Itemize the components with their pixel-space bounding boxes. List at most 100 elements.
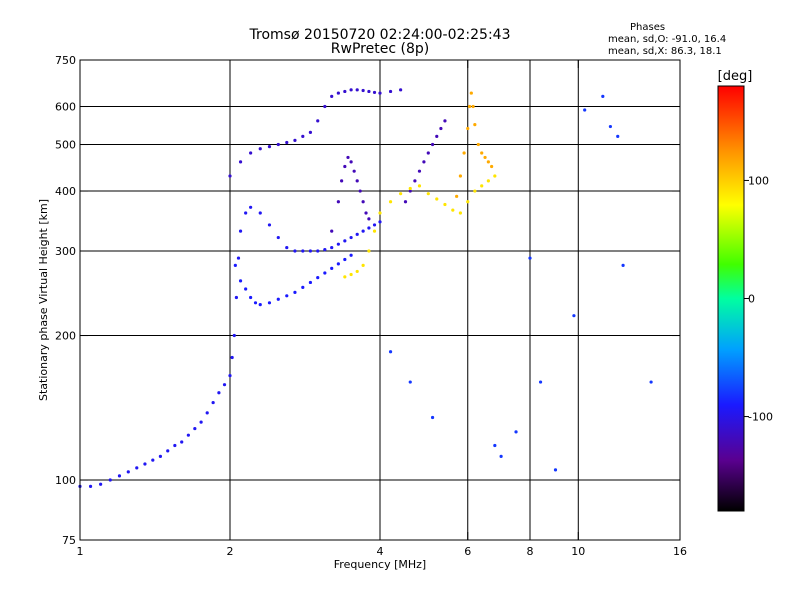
data-point: [308, 249, 313, 253]
colorbar-tick-label: -100: [748, 411, 773, 424]
y-tick-label: 500: [55, 139, 76, 152]
data-point: [435, 197, 439, 201]
data-point: [323, 104, 327, 109]
data-point: [408, 189, 412, 193]
data-point: [276, 142, 280, 147]
data-point: [211, 400, 215, 405]
data-point: [583, 108, 587, 112]
data-point: [466, 200, 470, 204]
data-point: [367, 217, 371, 221]
data-point: [186, 433, 190, 437]
chart-title: Tromsø 20150720 02:24:00-02:25:43: [249, 27, 511, 43]
data-point: [217, 391, 221, 395]
data-point: [378, 91, 382, 95]
data-point: [601, 94, 605, 98]
x-tick-label: 6: [464, 545, 471, 558]
chart-subtitle: RwPretec (8p): [330, 41, 430, 57]
data-point: [173, 443, 177, 448]
data-point: [361, 263, 365, 267]
phase-stats-o-mode: mean, sd,O: -91.0, 16.4: [608, 34, 727, 45]
data-point: [435, 134, 439, 138]
data-point: [308, 280, 313, 285]
data-point: [399, 192, 403, 196]
data-point: [367, 249, 371, 253]
data-point: [330, 245, 334, 250]
data-point: [323, 271, 327, 275]
data-point: [349, 253, 353, 257]
data-point: [443, 119, 447, 123]
data-point: [135, 466, 139, 470]
data-point: [490, 164, 494, 169]
data-point: [413, 179, 417, 183]
data-point: [285, 294, 289, 298]
data-point: [349, 160, 353, 164]
data-point: [417, 169, 422, 173]
data-point: [455, 194, 459, 198]
series-scattered-points: [388, 94, 653, 472]
data-point: [367, 89, 371, 94]
data-point: [458, 211, 463, 215]
x-axis-label: Frequency [MHz]: [334, 558, 426, 571]
data-point: [408, 186, 412, 191]
series-mid-layer-o-cluster: [330, 119, 447, 233]
data-point: [553, 468, 558, 472]
data-point: [301, 249, 305, 253]
data-point: [355, 179, 359, 183]
data-point: [336, 262, 340, 266]
data-point: [316, 276, 320, 280]
data-point: [222, 383, 227, 387]
data-point: [388, 350, 393, 354]
data-point: [267, 301, 272, 305]
data-point: [330, 94, 334, 98]
data-point: [367, 226, 371, 230]
data-point: [336, 200, 340, 204]
data-point: [180, 440, 184, 444]
data-point: [388, 200, 393, 204]
data-point: [308, 130, 313, 134]
phase-stats-heading: Phases: [630, 22, 666, 33]
data-point: [486, 160, 490, 164]
data-point: [430, 415, 435, 420]
data-point: [422, 160, 426, 164]
data-point: [285, 140, 289, 145]
data-point: [293, 138, 297, 142]
data-point: [349, 235, 353, 240]
data-point: [480, 151, 484, 155]
data-point: [443, 202, 447, 207]
data-point: [361, 200, 365, 204]
data-point: [417, 184, 422, 188]
y-tick-label: 400: [55, 185, 76, 198]
data-point: [230, 355, 234, 360]
data-point: [330, 229, 334, 233]
axis-ticks: 1 2 4 6 8 10 16 75 100 200 300 400 500 600 750: [55, 54, 687, 558]
data-point: [349, 88, 353, 92]
colorbar-label: [deg]: [718, 69, 753, 84]
x-tick-label: 4: [377, 545, 384, 558]
data-point: [372, 229, 377, 233]
data-point: [372, 223, 377, 227]
data-point: [372, 90, 377, 95]
y-tick-label: 200: [55, 330, 76, 343]
colorbar-ticks: 100 0 -100: [744, 174, 773, 424]
data-points: [78, 88, 653, 488]
y-tick-label: 750: [55, 54, 76, 67]
data-point: [343, 257, 347, 262]
data-point: [293, 290, 297, 294]
data-point: [471, 104, 475, 109]
data-point: [378, 211, 382, 215]
data-point: [258, 147, 262, 151]
data-point: [340, 179, 344, 183]
data-point: [276, 235, 280, 240]
data-point: [267, 223, 272, 227]
data-point: [166, 449, 170, 453]
data-point: [358, 189, 362, 193]
data-point: [480, 184, 484, 188]
data-point: [276, 297, 280, 301]
data-point: [355, 88, 359, 92]
data-point: [514, 430, 518, 434]
data-point: [426, 151, 430, 155]
data-point: [572, 314, 576, 318]
data-point: [469, 91, 473, 95]
data-point: [258, 302, 262, 307]
